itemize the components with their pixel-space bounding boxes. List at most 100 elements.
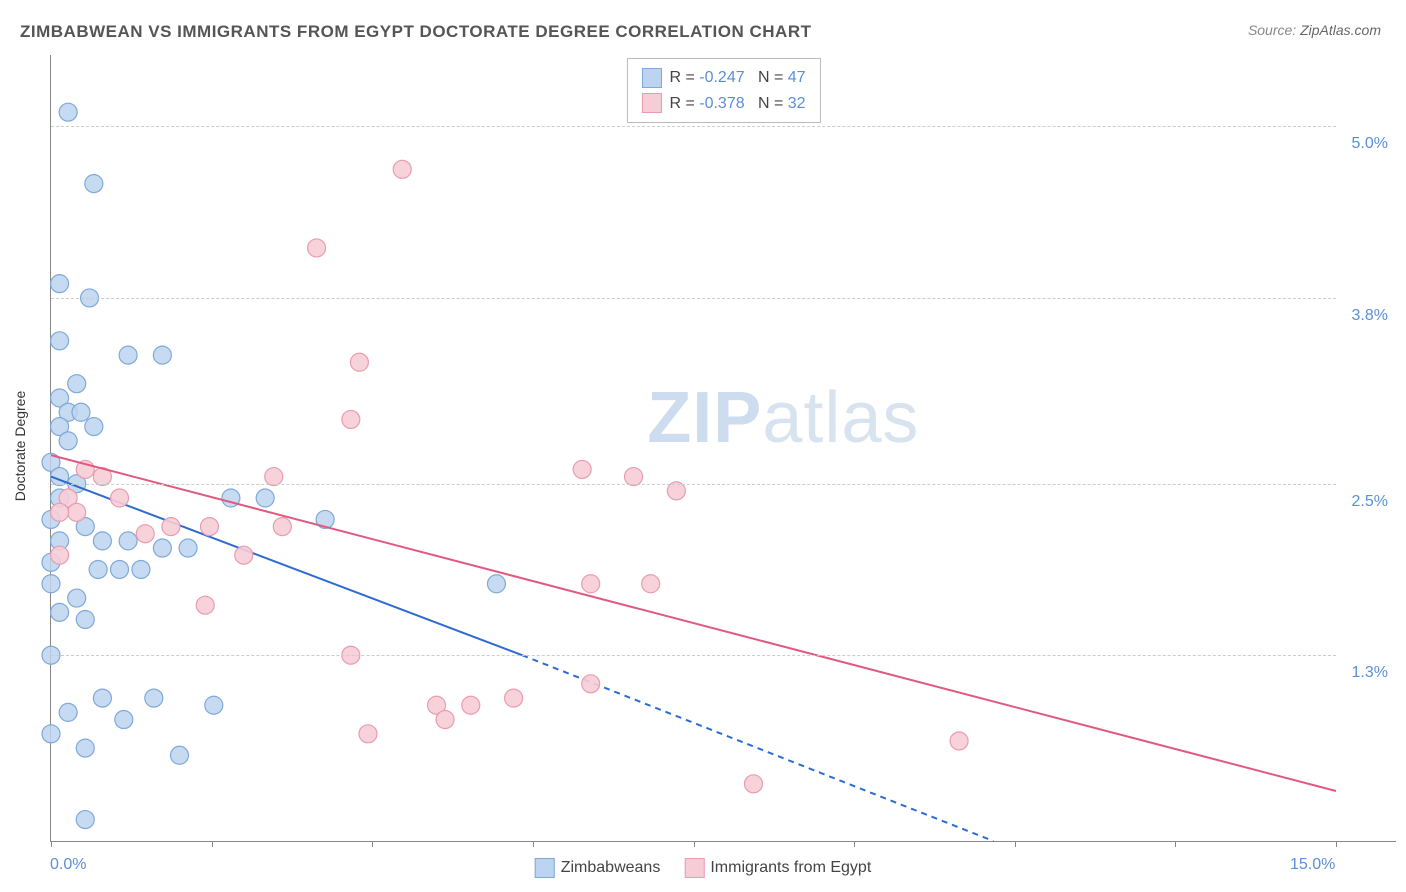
- legend-swatch: [684, 858, 704, 878]
- data-point: [136, 525, 154, 543]
- legend-r-value: -0.378: [699, 95, 744, 112]
- data-point: [42, 725, 60, 743]
- y-axis-title: Doctorate Degree: [12, 391, 28, 502]
- data-point: [505, 689, 523, 707]
- data-point: [132, 560, 150, 578]
- data-point: [93, 689, 111, 707]
- data-point: [200, 518, 218, 536]
- data-point: [111, 560, 129, 578]
- legend-n-label: N =: [745, 95, 788, 112]
- x-tick-mark: [1336, 841, 1337, 847]
- data-point: [51, 275, 69, 293]
- x-tick-mark: [51, 841, 52, 847]
- data-point: [68, 589, 86, 607]
- data-point: [119, 346, 137, 364]
- data-point: [51, 603, 69, 621]
- legend-r-value: -0.247: [699, 69, 744, 86]
- legend-bottom: Zimbabweans Immigrants from Egypt: [523, 858, 884, 878]
- legend-row: R = -0.247 N = 47: [641, 65, 805, 91]
- chart-container: ZIMBABWEAN VS IMMIGRANTS FROM EGYPT DOCT…: [0, 0, 1406, 892]
- data-point: [162, 518, 180, 536]
- data-point: [350, 353, 368, 371]
- data-point: [59, 432, 77, 450]
- x-tick-mark: [372, 841, 373, 847]
- data-point: [115, 711, 133, 729]
- x-tick-label: 15.0%: [1290, 856, 1335, 874]
- gridline-h: [51, 655, 1336, 656]
- data-point: [59, 703, 77, 721]
- legend-label: Immigrants from Egypt: [710, 859, 871, 876]
- data-point: [76, 811, 94, 829]
- data-point: [273, 518, 291, 536]
- trend-line: [51, 455, 1336, 791]
- y-tick-label: 2.5%: [1352, 493, 1388, 511]
- data-point: [153, 346, 171, 364]
- gridline-h: [51, 484, 1336, 485]
- data-point: [171, 746, 189, 764]
- x-tick-mark: [1175, 841, 1176, 847]
- y-tick-label: 3.8%: [1352, 307, 1388, 325]
- gridline-h: [51, 298, 1336, 299]
- correlation-legend: R = -0.247 N = 47R = -0.378 N = 32: [626, 58, 820, 123]
- data-point: [89, 560, 107, 578]
- plot-area: 1.3%2.5%3.8%5.0%ZIPatlasR = -0.247 N = 4…: [50, 55, 1396, 842]
- data-point: [487, 575, 505, 593]
- data-point: [436, 711, 454, 729]
- legend-n-label: N =: [745, 69, 788, 86]
- data-point: [342, 410, 360, 428]
- data-point: [235, 546, 253, 564]
- data-point: [744, 775, 762, 793]
- source-prefix: Source:: [1248, 22, 1300, 38]
- x-tick-mark: [533, 841, 534, 847]
- data-point: [51, 546, 69, 564]
- y-tick-label: 1.3%: [1352, 664, 1388, 682]
- legend-item: Immigrants from Egypt: [684, 859, 871, 876]
- data-point: [59, 103, 77, 121]
- data-point: [119, 532, 137, 550]
- x-tick-label: 0.0%: [50, 856, 86, 874]
- data-point: [85, 418, 103, 436]
- legend-n-value: 47: [788, 69, 806, 86]
- data-point: [51, 332, 69, 350]
- data-point: [145, 689, 163, 707]
- data-point: [76, 610, 94, 628]
- y-tick-label: 5.0%: [1352, 135, 1388, 153]
- data-point: [582, 575, 600, 593]
- data-point: [51, 503, 69, 521]
- source-name: ZipAtlas.com: [1300, 22, 1381, 38]
- scatter-plot-svg: [51, 55, 1396, 841]
- chart-title: ZIMBABWEAN VS IMMIGRANTS FROM EGYPT DOCT…: [20, 22, 812, 42]
- data-point: [308, 239, 326, 257]
- legend-r-label: R =: [669, 69, 699, 86]
- data-point: [582, 675, 600, 693]
- data-point: [93, 532, 111, 550]
- x-tick-mark: [212, 841, 213, 847]
- data-point: [68, 503, 86, 521]
- data-point: [179, 539, 197, 557]
- data-point: [950, 732, 968, 750]
- data-point: [42, 575, 60, 593]
- legend-n-value: 32: [788, 95, 806, 112]
- data-point: [205, 696, 223, 714]
- data-point: [153, 539, 171, 557]
- source-attribution: Source: ZipAtlas.com: [1248, 22, 1381, 38]
- legend-row: R = -0.378 N = 32: [641, 91, 805, 117]
- data-point: [85, 175, 103, 193]
- data-point: [256, 489, 274, 507]
- data-point: [573, 460, 591, 478]
- data-point: [111, 489, 129, 507]
- data-point: [393, 160, 411, 178]
- data-point: [196, 596, 214, 614]
- legend-swatch: [641, 93, 661, 113]
- data-point: [76, 739, 94, 757]
- legend-swatch: [641, 68, 661, 88]
- legend-label: Zimbabweans: [561, 859, 661, 876]
- data-point: [72, 403, 90, 421]
- legend-swatch: [535, 858, 555, 878]
- legend-item: Zimbabweans: [535, 859, 661, 876]
- data-point: [359, 725, 377, 743]
- x-tick-mark: [1015, 841, 1016, 847]
- data-point: [642, 575, 660, 593]
- x-tick-mark: [854, 841, 855, 847]
- data-point: [68, 375, 86, 393]
